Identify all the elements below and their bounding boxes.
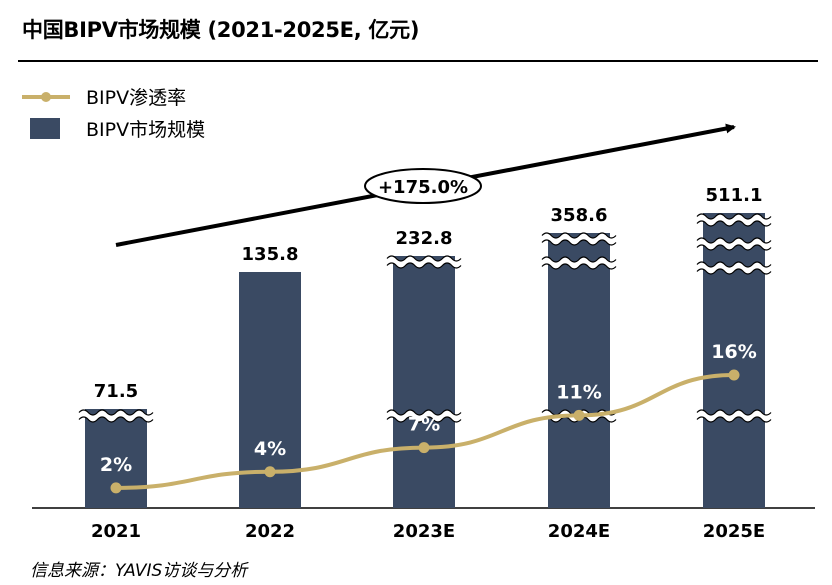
axis-break-edge-bottom-2025E-3 [696, 416, 772, 423]
axis-break-2023E-0 [384, 256, 464, 268]
axis-break-2024E-0 [539, 233, 619, 245]
axis-break-2025E-2 [694, 262, 774, 274]
axis-break-2024E-1 [539, 257, 619, 269]
rate-point-2024E [573, 409, 585, 421]
bar-2024E [548, 233, 610, 508]
bar-2023E [393, 256, 455, 508]
rate-label-2024E: 11% [556, 381, 601, 403]
rate-label-2023E: 7% [408, 414, 440, 436]
rate-point-2022 [264, 466, 276, 478]
axis-break-edge-bottom-2025E-0 [696, 220, 772, 227]
axis-break-2021-0 [76, 410, 156, 422]
axis-break-edge-bottom-2021-0 [78, 416, 154, 423]
axis-break-edge-top-2021-0 [78, 409, 154, 416]
x-tick-2022: 2022 [245, 521, 295, 542]
axis-break-edge-top-2025E-2 [696, 261, 772, 268]
axis-break-edge-top-2025E-3 [696, 409, 772, 416]
axis-break-2025E-3 [694, 410, 774, 422]
axis-break-edge-top-2023E-0 [386, 255, 462, 262]
value-label-2021: 71.5 [94, 381, 138, 402]
rate-point-2021 [110, 482, 122, 494]
axis-break-2025E-0 [694, 214, 774, 226]
growth-label: +175.0% [378, 177, 468, 198]
rate-point-2025E [728, 369, 740, 381]
rate-label-2025E: 16% [711, 341, 756, 363]
x-tick-2023E: 2023E [393, 521, 455, 542]
value-label-2022: 135.8 [242, 244, 299, 265]
axis-break-edge-bottom-2023E-0 [386, 262, 462, 269]
value-label-2024E: 358.6 [551, 205, 608, 226]
axis-break-edge-top-2025E-1 [696, 237, 772, 244]
source-note: 信息来源：YAVIS访谈与分析 [30, 561, 248, 581]
axis-break-edge-top-2025E-0 [696, 213, 772, 220]
growth-badge [364, 168, 482, 204]
rate-label-2022: 4% [254, 438, 286, 460]
growth-annotation: +175.0% [115, 123, 736, 247]
axis-break-edge-top-2023E-1 [386, 409, 462, 416]
title-divider [18, 60, 818, 62]
chart-title: 中国BIPV市场规模 (2021-2025E, 亿元) [22, 18, 420, 42]
axis-break-edge-top-2024E-1 [541, 256, 617, 263]
legend-line-marker [41, 92, 51, 102]
axis-break-edge-bottom-2025E-1 [696, 244, 772, 251]
legend: BIPV渗透率 BIPV市场规模 [22, 87, 205, 141]
axis-break-2023E-1 [384, 410, 464, 422]
legend-bar-swatch [30, 118, 60, 139]
x-tick-2021: 2021 [91, 521, 141, 542]
value-label-2023E: 232.8 [396, 228, 453, 249]
x-tick-2024E: 2024E [548, 521, 610, 542]
legend-label-rate: BIPV渗透率 [86, 87, 186, 109]
value-label-2025E: 511.1 [706, 185, 763, 206]
axis-break-edge-bottom-2024E-1 [541, 263, 617, 270]
axis-break-2025E-1 [694, 238, 774, 250]
legend-label-size: BIPV市场规模 [86, 119, 205, 141]
axis-break-edge-bottom-2023E-1 [386, 416, 462, 423]
rate-label-2021: 2% [100, 454, 132, 476]
axis-break-edge-top-2024E-0 [541, 232, 617, 239]
axis-break-edge-bottom-2025E-2 [696, 268, 772, 275]
rate-point-2023E [418, 442, 430, 454]
x-tick-2025E: 2025E [703, 521, 765, 542]
axis-break-edge-bottom-2024E-0 [541, 239, 617, 246]
